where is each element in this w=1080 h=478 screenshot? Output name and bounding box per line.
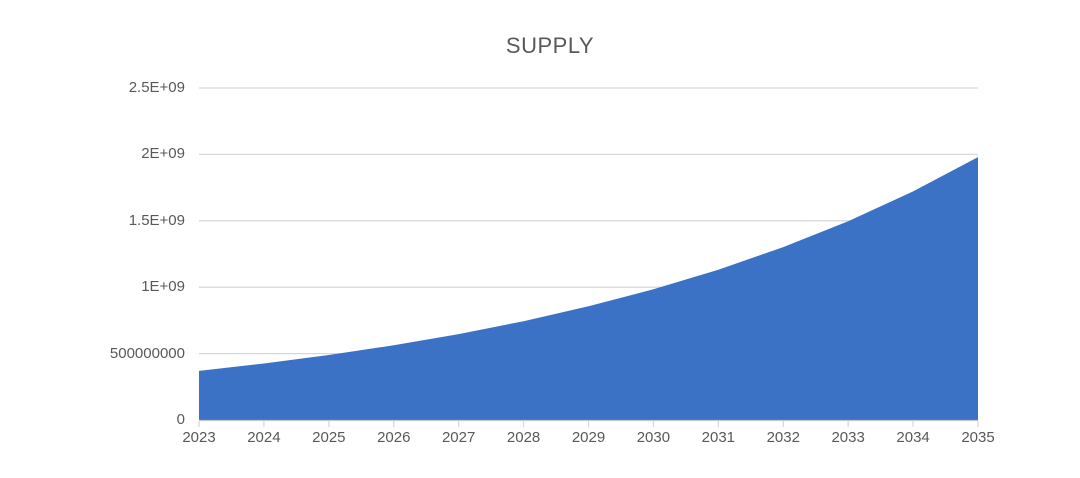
x-axis-tick-label: 2029 <box>571 429 606 446</box>
x-axis-tick-label: 2033 <box>831 429 865 446</box>
x-axis-tick-label: 2035 <box>961 429 995 446</box>
x-axis-tick-label: 2026 <box>377 429 411 446</box>
supply-area-series <box>199 157 978 420</box>
y-axis-tick-label: 1.5E+09 <box>128 211 185 229</box>
y-axis-tick-label: 1E+09 <box>141 278 185 296</box>
x-axis-tick-label: 2024 <box>247 429 281 446</box>
x-axis-tick-label: 2031 <box>701 429 736 446</box>
y-axis-tick-label: 500000000 <box>109 344 185 362</box>
x-axis-tick-label: 2028 <box>506 429 541 446</box>
x-axis-tick-label: 2034 <box>896 429 930 446</box>
chart-title: SUPPLY <box>505 33 595 58</box>
x-axis-tick-label: 2027 <box>441 429 476 446</box>
y-axis-tick-label: 2E+09 <box>141 145 185 163</box>
x-axis-tick-label: 2025 <box>312 429 346 446</box>
x-axis-tick-label: 2032 <box>766 429 800 446</box>
x-axis-tick-label: 2030 <box>636 429 671 446</box>
y-axis-tick-label: 0 <box>176 411 185 428</box>
y-axis-tick-label: 2.5E+09 <box>128 79 185 96</box>
x-axis-tick-label: 2023 <box>182 429 216 446</box>
